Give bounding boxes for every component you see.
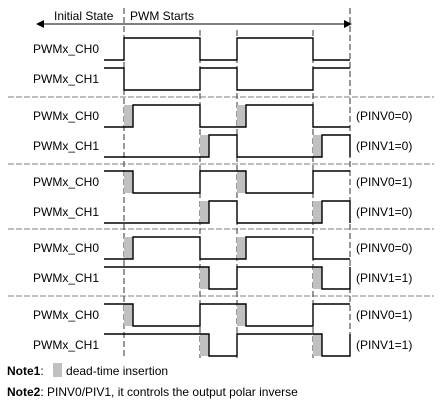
deadtime-box	[237, 304, 246, 326]
header-arrow-right-head	[344, 20, 352, 28]
polarity-note: (PINV1=0)	[356, 205, 412, 219]
deadtime-box	[313, 135, 322, 157]
polarity-note: (PINV1=0)	[356, 139, 412, 153]
waveform-pwmx-ch1	[104, 67, 350, 91]
deadtime-box	[200, 334, 209, 356]
initial-state-label: Initial State	[54, 9, 114, 23]
deadtime-box	[124, 171, 133, 193]
deadtime-box	[313, 267, 322, 289]
deadtime-box	[237, 237, 246, 259]
note1-label: Note1	[7, 364, 41, 378]
waveform-pwmx-ch0	[104, 37, 350, 61]
note2-text: : PINV0/PIV1, it controls the output pol…	[40, 385, 298, 399]
polarity-note: (PINV1=1)	[356, 338, 412, 352]
polarity-note: (PINV0=0)	[356, 241, 412, 255]
deadtime-box	[237, 105, 246, 127]
deadtime-box	[200, 267, 209, 289]
signal-label-pwmx-ch0: PWMx_CH0	[33, 175, 99, 189]
waveform-pwmx-ch1	[104, 200, 351, 224]
header-arrow-left-head	[36, 20, 44, 28]
waveform-pwmx-ch1	[104, 134, 351, 158]
waveform-pwmx-ch1	[104, 333, 351, 357]
deadtime-box	[237, 171, 246, 193]
note1-text: dead-time insertion	[66, 364, 169, 378]
deadtime-box	[124, 304, 133, 326]
polarity-note: (PINV0=0)	[356, 109, 412, 123]
signal-label-pwmx-ch1: PWMx_CH1	[33, 139, 99, 153]
signal-label-pwmx-ch1: PWMx_CH1	[33, 338, 99, 352]
note2: Note2: PINV0/PIV1, it controls the outpu…	[7, 382, 298, 403]
deadtime-box	[200, 201, 209, 223]
note2-label: Note2	[7, 385, 41, 399]
signal-label-pwmx-ch0: PWMx_CH0	[33, 308, 99, 322]
signal-label-pwmx-ch1: PWMx_CH1	[33, 205, 99, 219]
signal-label-pwmx-ch0: PWMx_CH0	[33, 109, 99, 123]
signal-label-pwmx-ch1: PWMx_CH1	[33, 72, 99, 86]
notes-block: Note1: dead-time insertion Note2: PINV0/…	[7, 361, 298, 403]
waveform-rows: PWMx_CH0 PWMx_CH1 PWMx_CH0 (PINV0=0) PWMx_CH…	[33, 37, 412, 357]
deadtime-box	[124, 105, 133, 127]
signal-label-pwmx-ch0: PWMx_CH0	[33, 42, 99, 56]
deadtime-box	[313, 201, 322, 223]
waveform-pwmx-ch1	[104, 266, 351, 290]
waveform-pwmx-ch0	[104, 104, 350, 128]
deadtime-box	[313, 334, 322, 356]
polarity-note: (PINV1=1)	[356, 271, 412, 285]
deadtime-box	[124, 237, 133, 259]
waveform-pwmx-ch0	[104, 303, 350, 327]
signal-label-pwmx-ch1: PWMx_CH1	[33, 271, 99, 285]
deadtime-legend-swatch	[53, 363, 63, 377]
waveform-pwmx-ch0	[104, 236, 350, 260]
note1: Note1: dead-time insertion	[7, 363, 169, 378]
polarity-note: (PINV0=1)	[356, 175, 412, 189]
pwm-starts-label: PWM Starts	[130, 9, 194, 23]
deadtime-box	[200, 135, 209, 157]
signal-label-pwmx-ch0: PWMx_CH0	[33, 241, 99, 255]
waveform-pwmx-ch0	[104, 170, 350, 194]
polarity-note: (PINV0=1)	[356, 308, 412, 322]
